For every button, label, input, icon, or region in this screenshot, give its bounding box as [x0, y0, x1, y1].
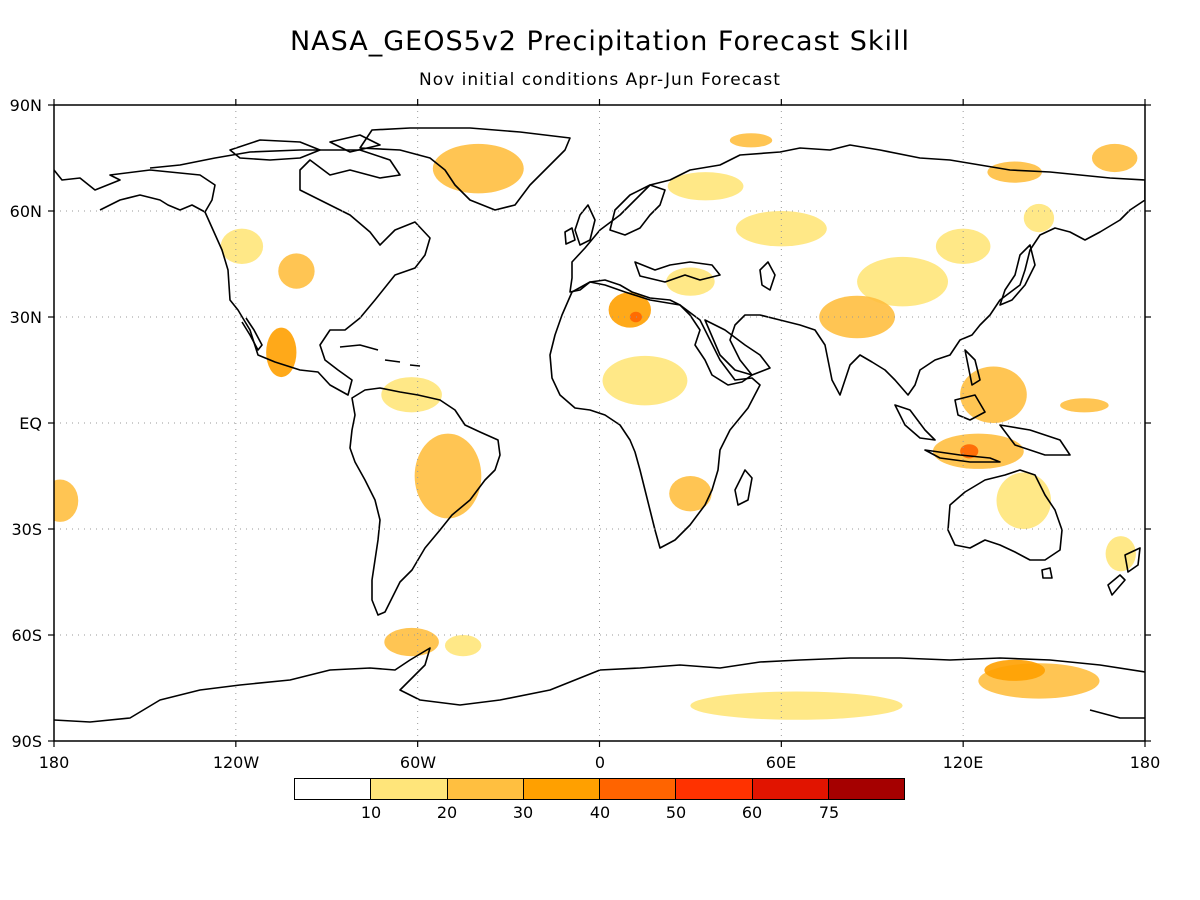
colorbar-swatch-2 — [447, 779, 524, 799]
coastlines — [54, 127, 1145, 723]
coast-arabia — [704, 319, 771, 376]
coast-british-isles — [564, 204, 596, 246]
colorbar-label-60: 60 — [741, 803, 763, 822]
xtick-120e: 120E — [942, 753, 984, 772]
skill-region — [266, 327, 297, 378]
ytick-60n: 60N — [9, 202, 42, 221]
skill-region — [220, 228, 264, 264]
skill-region — [667, 172, 744, 201]
skill-region — [996, 472, 1052, 529]
colorbar-swatch-7 — [828, 779, 904, 799]
skill-region — [1091, 143, 1138, 173]
coast-greenland — [359, 127, 571, 211]
coast-southeast-asia-islands — [894, 349, 1071, 463]
colorbar-label-75: 75 — [818, 803, 840, 822]
skill-region — [960, 366, 1027, 423]
skill-region — [1023, 203, 1055, 233]
skill-region — [1060, 398, 1109, 413]
skill-region — [278, 253, 315, 289]
coast-japan — [999, 244, 1036, 306]
coast-north-america — [54, 149, 431, 396]
lat-lon-gridlines — [54, 105, 1145, 741]
ytick-90n: 90N — [9, 96, 42, 115]
colorbar-label-20: 20 — [436, 803, 458, 822]
coast-north-america-west — [99, 194, 206, 213]
map-title: NASA_GEOS5v2 Precipitation Forecast Skil… — [289, 26, 911, 57]
colorbar-label-10: 10 — [360, 803, 382, 822]
skill-region — [414, 433, 482, 519]
coast-tasmania — [1041, 567, 1053, 579]
skill-region — [444, 635, 482, 657]
skill-region — [729, 133, 773, 148]
skill-region — [690, 691, 903, 720]
axis-ticks — [48, 99, 1151, 747]
colorbar-swatch-4 — [600, 779, 677, 799]
coast-madagascar — [734, 469, 753, 506]
xtick-120w: 120W — [212, 753, 260, 772]
colorbar-label-30: 30 — [512, 803, 534, 822]
coast-scandinavia — [609, 184, 666, 236]
xtick-60e: 60E — [765, 753, 797, 772]
xtick-180e: 180 — [1129, 753, 1161, 772]
ytick-60s: 60S — [11, 626, 42, 645]
skill-region — [1105, 536, 1136, 572]
colorbar-swatch-6 — [752, 779, 829, 799]
skill-region — [432, 143, 524, 194]
map-subtitle: Nov initial conditions Apr-Jun Forecast — [419, 70, 781, 90]
skill-region — [819, 295, 895, 339]
xtick-0: 0 — [594, 753, 606, 772]
colorbar-swatch-1 — [371, 779, 448, 799]
coast-australia — [947, 469, 1063, 561]
skill-shading — [54, 133, 1138, 720]
colorbar-swatch-3 — [523, 779, 600, 799]
skill-region — [384, 627, 439, 657]
skill-region — [735, 211, 827, 247]
xtick-180w: 180 — [38, 753, 70, 772]
colorbar-label-50: 50 — [665, 803, 687, 822]
colorbar — [294, 778, 905, 800]
xtick-60w: 60W — [399, 753, 437, 772]
coast-africa — [549, 281, 761, 549]
skill-region — [984, 659, 1045, 681]
coast-caribbean — [339, 344, 421, 367]
coast-new-zealand — [1107, 547, 1141, 596]
ytick-eq: EQ — [19, 414, 42, 433]
coast-mediterranean — [634, 261, 721, 283]
skill-region — [935, 228, 991, 264]
coast-antarctica — [54, 647, 1145, 723]
coast-baja — [241, 317, 263, 351]
colorbar-swatch-5 — [676, 779, 753, 799]
skill-region — [602, 355, 688, 406]
ytick-90s: 90S — [11, 732, 42, 751]
skill-region — [629, 311, 642, 323]
skill-region — [857, 256, 949, 307]
coast-south-america — [349, 387, 501, 616]
colorbar-swatch-0 — [295, 779, 372, 799]
skill-region — [54, 479, 79, 522]
skill-region — [666, 267, 715, 296]
skill-region — [987, 161, 1042, 183]
ytick-30s: 30S — [11, 520, 42, 539]
skill-region — [669, 476, 712, 512]
ytick-30n: 30N — [9, 308, 42, 327]
colorbar-label-40: 40 — [589, 803, 611, 822]
coast-eurasia — [569, 144, 1145, 396]
coast-arctic-islands — [229, 134, 381, 161]
coast-caspian — [759, 261, 776, 291]
